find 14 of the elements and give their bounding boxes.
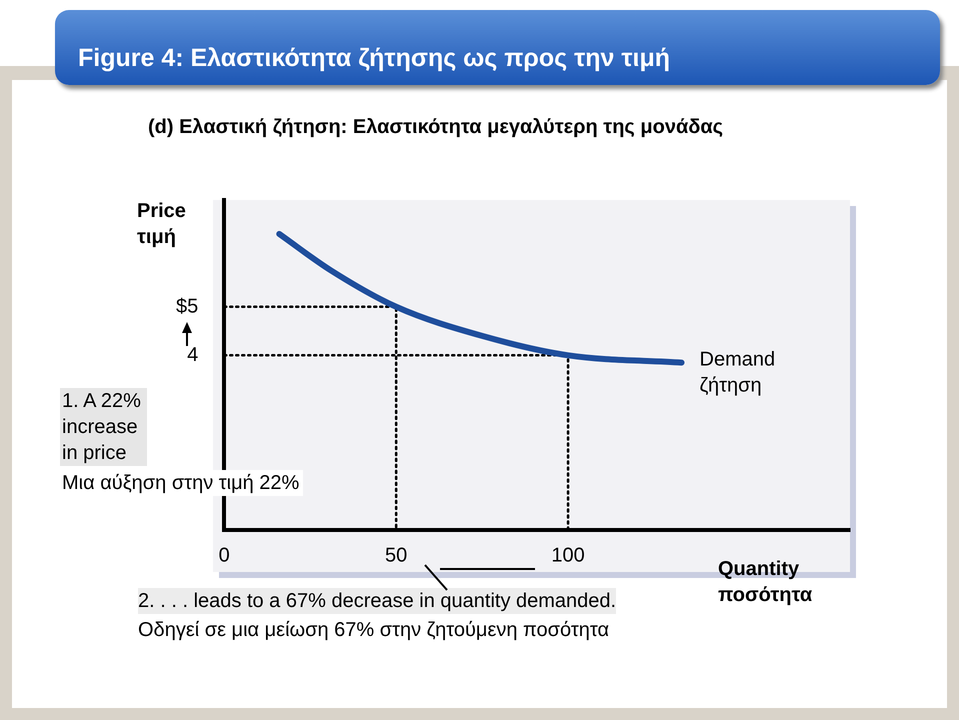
chart-title: Figure 4: Ελαστικότητα ζήτησης ως προς την τιμή <box>78 44 670 73</box>
x-tick-label: 100 <box>551 544 585 567</box>
chart-subtitle: (d) Ελαστική ζήτηση: Ελαστικότητα μεγαλύτερη της μονάδας <box>148 116 724 139</box>
y-tick-label: 4 <box>187 344 198 366</box>
y-tick-label: $5 <box>176 295 198 318</box>
y-axis-title: Price τιμή <box>137 199 186 250</box>
x-axis-title: Quantity ποσότητα <box>718 557 812 608</box>
x-tick-label: 50 <box>385 544 408 567</box>
annotation: Μια αύξηση στην τιμή 22% <box>62 470 304 496</box>
text: 1. A 22% increase in price <box>60 388 147 466</box>
x-tick-label: 0 <box>218 544 230 567</box>
text: Οδηγεί σε μια μείωση 67% στην ζητούμενη ποσότητα <box>138 618 610 643</box>
text: 2. . . . leads to a 67% decrease in quantity demanded. <box>138 588 616 614</box>
series-label: Demand ζήτηση <box>700 348 776 397</box>
